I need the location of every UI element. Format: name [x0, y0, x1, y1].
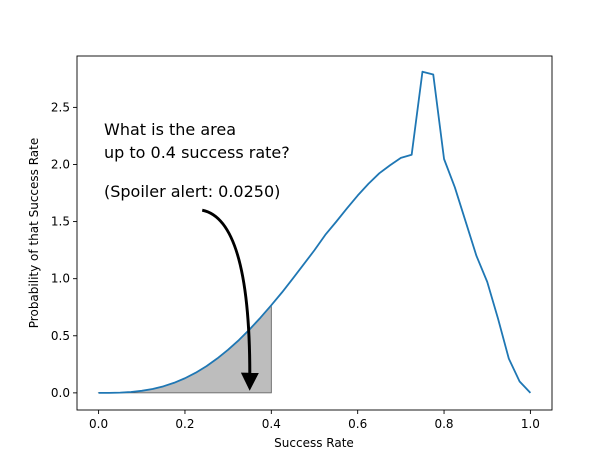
x-tick-label: 0.8 [434, 417, 453, 431]
x-tick-label: 0.6 [348, 417, 367, 431]
annotation-line-4: (Spoiler alert: 0.0250) [104, 182, 280, 201]
x-tick-label: 1.0 [521, 417, 540, 431]
x-tick-label: 0.4 [262, 417, 281, 431]
x-tick-label: 0.0 [89, 417, 108, 431]
series-line [98, 70, 532, 394]
y-tick-label: 2.0 [51, 157, 70, 171]
x-axis-label: Success Rate [274, 436, 354, 450]
y-axis-label: Probability of that Success Rate [27, 138, 41, 328]
annotation-arrow [201, 208, 259, 391]
annotation-line-1: What is the area [104, 120, 236, 139]
y-tick-label: 1.5 [51, 215, 70, 229]
y-tick-label: 1.0 [51, 272, 70, 286]
y-tick-label: 2.5 [51, 100, 70, 114]
y-tick-label: 0.0 [51, 386, 70, 400]
shaded-area [97, 304, 272, 394]
annotation-line-2: up to 0.4 success rate? [104, 143, 290, 162]
x-tick-label: 0.2 [175, 417, 194, 431]
y-tick-label: 0.5 [51, 329, 70, 343]
plot-area: 0.0 0.2 0.4 0.6 0.8 1.0 0.0 0.5 1.0 1.5 2.0 2.5 [51, 55, 553, 431]
axes-frame [76, 55, 553, 411]
